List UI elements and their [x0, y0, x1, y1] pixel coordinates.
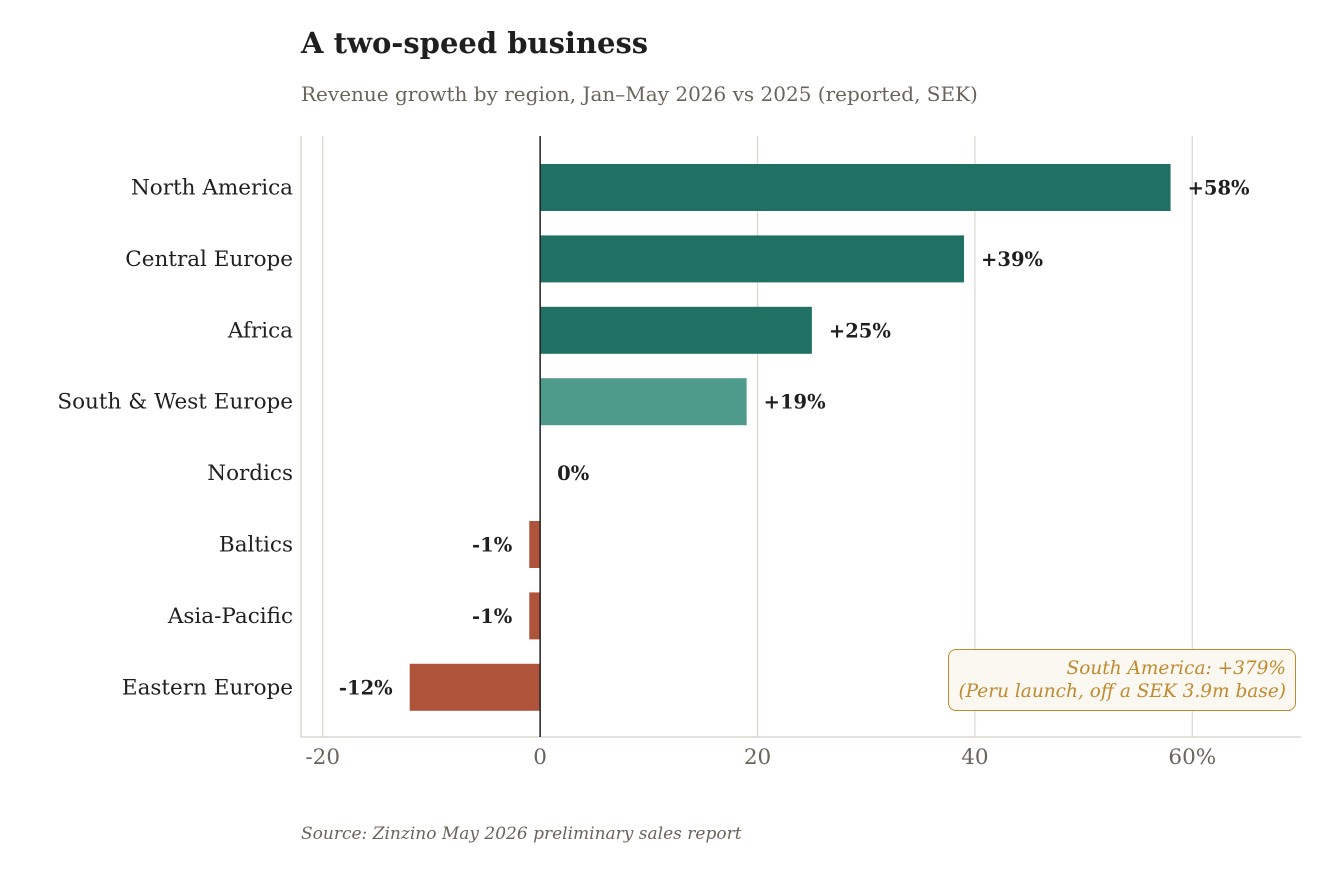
- source-note: Source: Zinzino May 2026 preliminary sal…: [301, 824, 742, 844]
- category-label: Africa: [227, 318, 293, 343]
- bar: [529, 592, 541, 640]
- x-tick-label: -20: [305, 745, 340, 770]
- category-label: Central Europe: [125, 247, 293, 272]
- bar: [540, 164, 1171, 211]
- category-label: South & West Europe: [57, 390, 293, 415]
- value-label: -1%: [472, 534, 513, 557]
- category-label: Baltics: [219, 533, 293, 558]
- value-label: +39%: [981, 248, 1043, 271]
- value-label: +25%: [829, 319, 891, 342]
- annotation-box: South America: +379% (Peru launch, off a…: [948, 649, 1296, 711]
- x-tick-label: 0: [533, 745, 547, 770]
- bar: [540, 378, 747, 426]
- chart-subtitle: Revenue growth by region, Jan–May 2026 v…: [301, 82, 978, 106]
- category-label: Nordics: [207, 461, 293, 486]
- x-tick-label: 20: [744, 745, 771, 770]
- value-label: -1%: [472, 605, 513, 628]
- bar: [409, 663, 541, 711]
- category-label: Eastern Europe: [122, 675, 293, 700]
- value-label: +58%: [1188, 177, 1250, 200]
- x-tick-label: 60%: [1168, 745, 1216, 770]
- bar: [540, 306, 812, 354]
- x-tick-label: 40: [961, 745, 988, 770]
- chart-title: A two-speed business: [301, 26, 649, 60]
- bar: [540, 235, 965, 283]
- bar: [529, 521, 541, 568]
- value-label: +19%: [764, 391, 826, 414]
- value-label: -12%: [339, 676, 393, 699]
- value-label: 0%: [557, 462, 590, 485]
- annotation-line-1: South America: +379%: [1066, 658, 1286, 679]
- annotation-line-2: (Peru launch, off a SEK 3.9m base): [958, 681, 1286, 702]
- category-label: North America: [131, 176, 293, 201]
- category-label: Asia-Pacific: [167, 604, 293, 629]
